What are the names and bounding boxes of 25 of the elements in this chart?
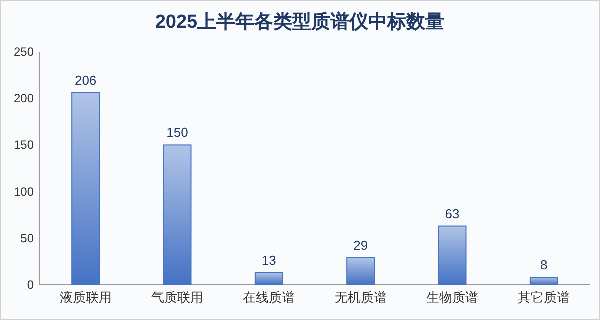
bar [530, 277, 558, 286]
bar [346, 257, 376, 286]
bar [163, 144, 192, 286]
x-tick-label: 气质联用 [152, 290, 204, 305]
y-tick-label: 150 [14, 138, 34, 152]
data-label: 150 [166, 125, 188, 140]
y-tick-label: 0 [27, 278, 34, 292]
bar [254, 272, 284, 286]
x-tick-label: 其它质谱 [518, 290, 570, 305]
y-tick-label: 100 [14, 184, 34, 199]
x-tick-label: 无机质谱 [334, 290, 387, 305]
x-tick-label: 液质联用 [60, 290, 112, 305]
y-tick-label: 50 [20, 231, 34, 246]
y-tick-label: 200 [14, 92, 34, 106]
data-label: 29 [354, 238, 368, 253]
chart-title: 2025上半年各类型质谱仪中标数量 [155, 11, 445, 33]
bar [72, 92, 100, 286]
bar [438, 226, 467, 286]
x-tick-label: 在线质谱 [243, 290, 296, 305]
x-tick-label: 生物质谱 [426, 290, 478, 305]
data-label: 8 [540, 258, 548, 273]
data-label: 206 [74, 73, 97, 88]
y-tick-label: 250 [14, 45, 34, 59]
data-label: 63 [445, 206, 460, 222]
data-label: 13 [262, 252, 276, 268]
